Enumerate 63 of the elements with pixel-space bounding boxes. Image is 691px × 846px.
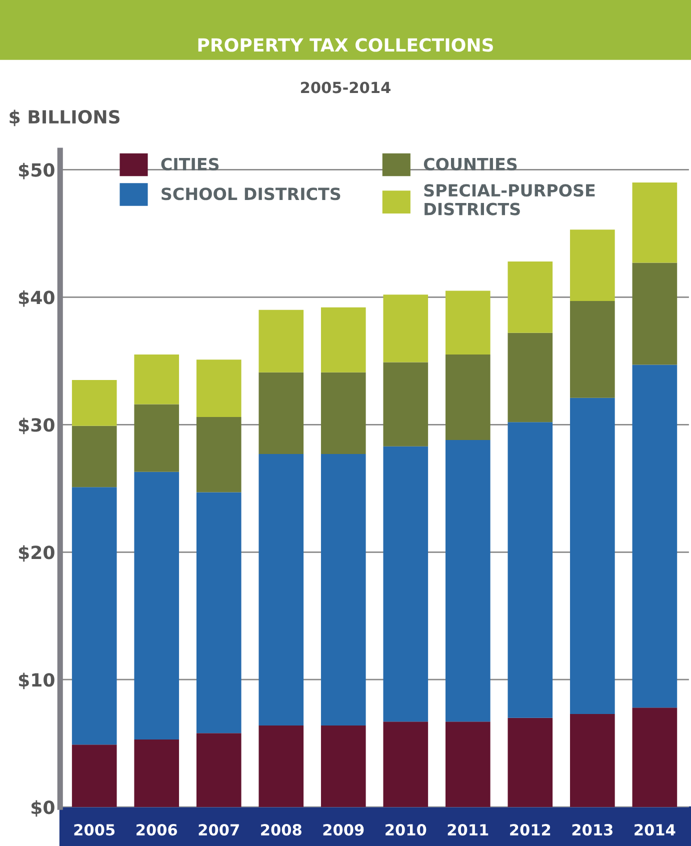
y-tick-label: $0 (32, 800, 54, 817)
y-tick-label: $30 (18, 418, 54, 434)
bar (445, 722, 490, 808)
bar (508, 718, 553, 808)
bar (320, 307, 366, 372)
bar (445, 354, 490, 440)
bar (134, 740, 180, 808)
x-tick-label: 2005 (74, 824, 115, 836)
bar (632, 364, 678, 708)
bar (632, 262, 678, 365)
y-tick-label: $10 (18, 672, 54, 690)
bar (134, 472, 180, 740)
bar (258, 372, 304, 454)
y-tick-label: $20 (18, 545, 54, 562)
bar (320, 372, 366, 454)
bar (445, 290, 490, 355)
bar (445, 440, 490, 722)
bar (72, 380, 117, 426)
x-tick-label: 2012 (510, 824, 550, 836)
bar (72, 487, 117, 745)
bar (72, 426, 117, 488)
legend-label: SPECIAL-PURPOSE DISTRICTS (424, 184, 595, 216)
bar (570, 301, 615, 398)
bar (508, 332, 553, 422)
bar (196, 417, 242, 492)
legend-label: SCHOOL DISTRICTS (162, 188, 340, 200)
bar (570, 398, 615, 714)
bar (383, 362, 428, 446)
bar (196, 360, 242, 418)
bar (258, 454, 304, 726)
bar (134, 354, 180, 404)
bar (196, 733, 242, 808)
bar (134, 404, 180, 472)
x-tick-label: 2009 (323, 824, 364, 836)
bar (258, 726, 304, 808)
x-tick-label: 2010 (386, 824, 426, 836)
bar (570, 714, 615, 808)
bar (570, 230, 615, 302)
bar (72, 744, 117, 808)
bar (320, 726, 366, 808)
x-tick-label: 2006 (136, 824, 178, 836)
bar (508, 422, 553, 718)
bar (258, 310, 304, 372)
y-tick-label: $40 (18, 290, 54, 307)
x-tick-label: 2011 (448, 824, 488, 836)
x-tick-label: 2007 (198, 824, 239, 836)
bar (320, 454, 366, 726)
chart-subtitle: 2005-2014 (301, 82, 390, 94)
x-tick-label: 2013 (572, 824, 612, 836)
x-tick-label: 2014 (634, 824, 676, 836)
legend-label: COUNTIES (424, 158, 517, 170)
legend-label: CITIES (161, 158, 219, 170)
bar (383, 446, 428, 722)
bar (508, 261, 553, 333)
bar (383, 294, 428, 362)
bar (632, 182, 678, 263)
y-tick-label: $50 (18, 162, 54, 180)
chart-title: PROPERTY TAX COLLECTIONS (198, 38, 493, 52)
bar (196, 492, 242, 734)
bar (632, 708, 678, 808)
bar (383, 722, 428, 808)
y-axis-title: $ BILLIONS (10, 110, 120, 126)
x-tick-label: 2008 (261, 824, 302, 836)
